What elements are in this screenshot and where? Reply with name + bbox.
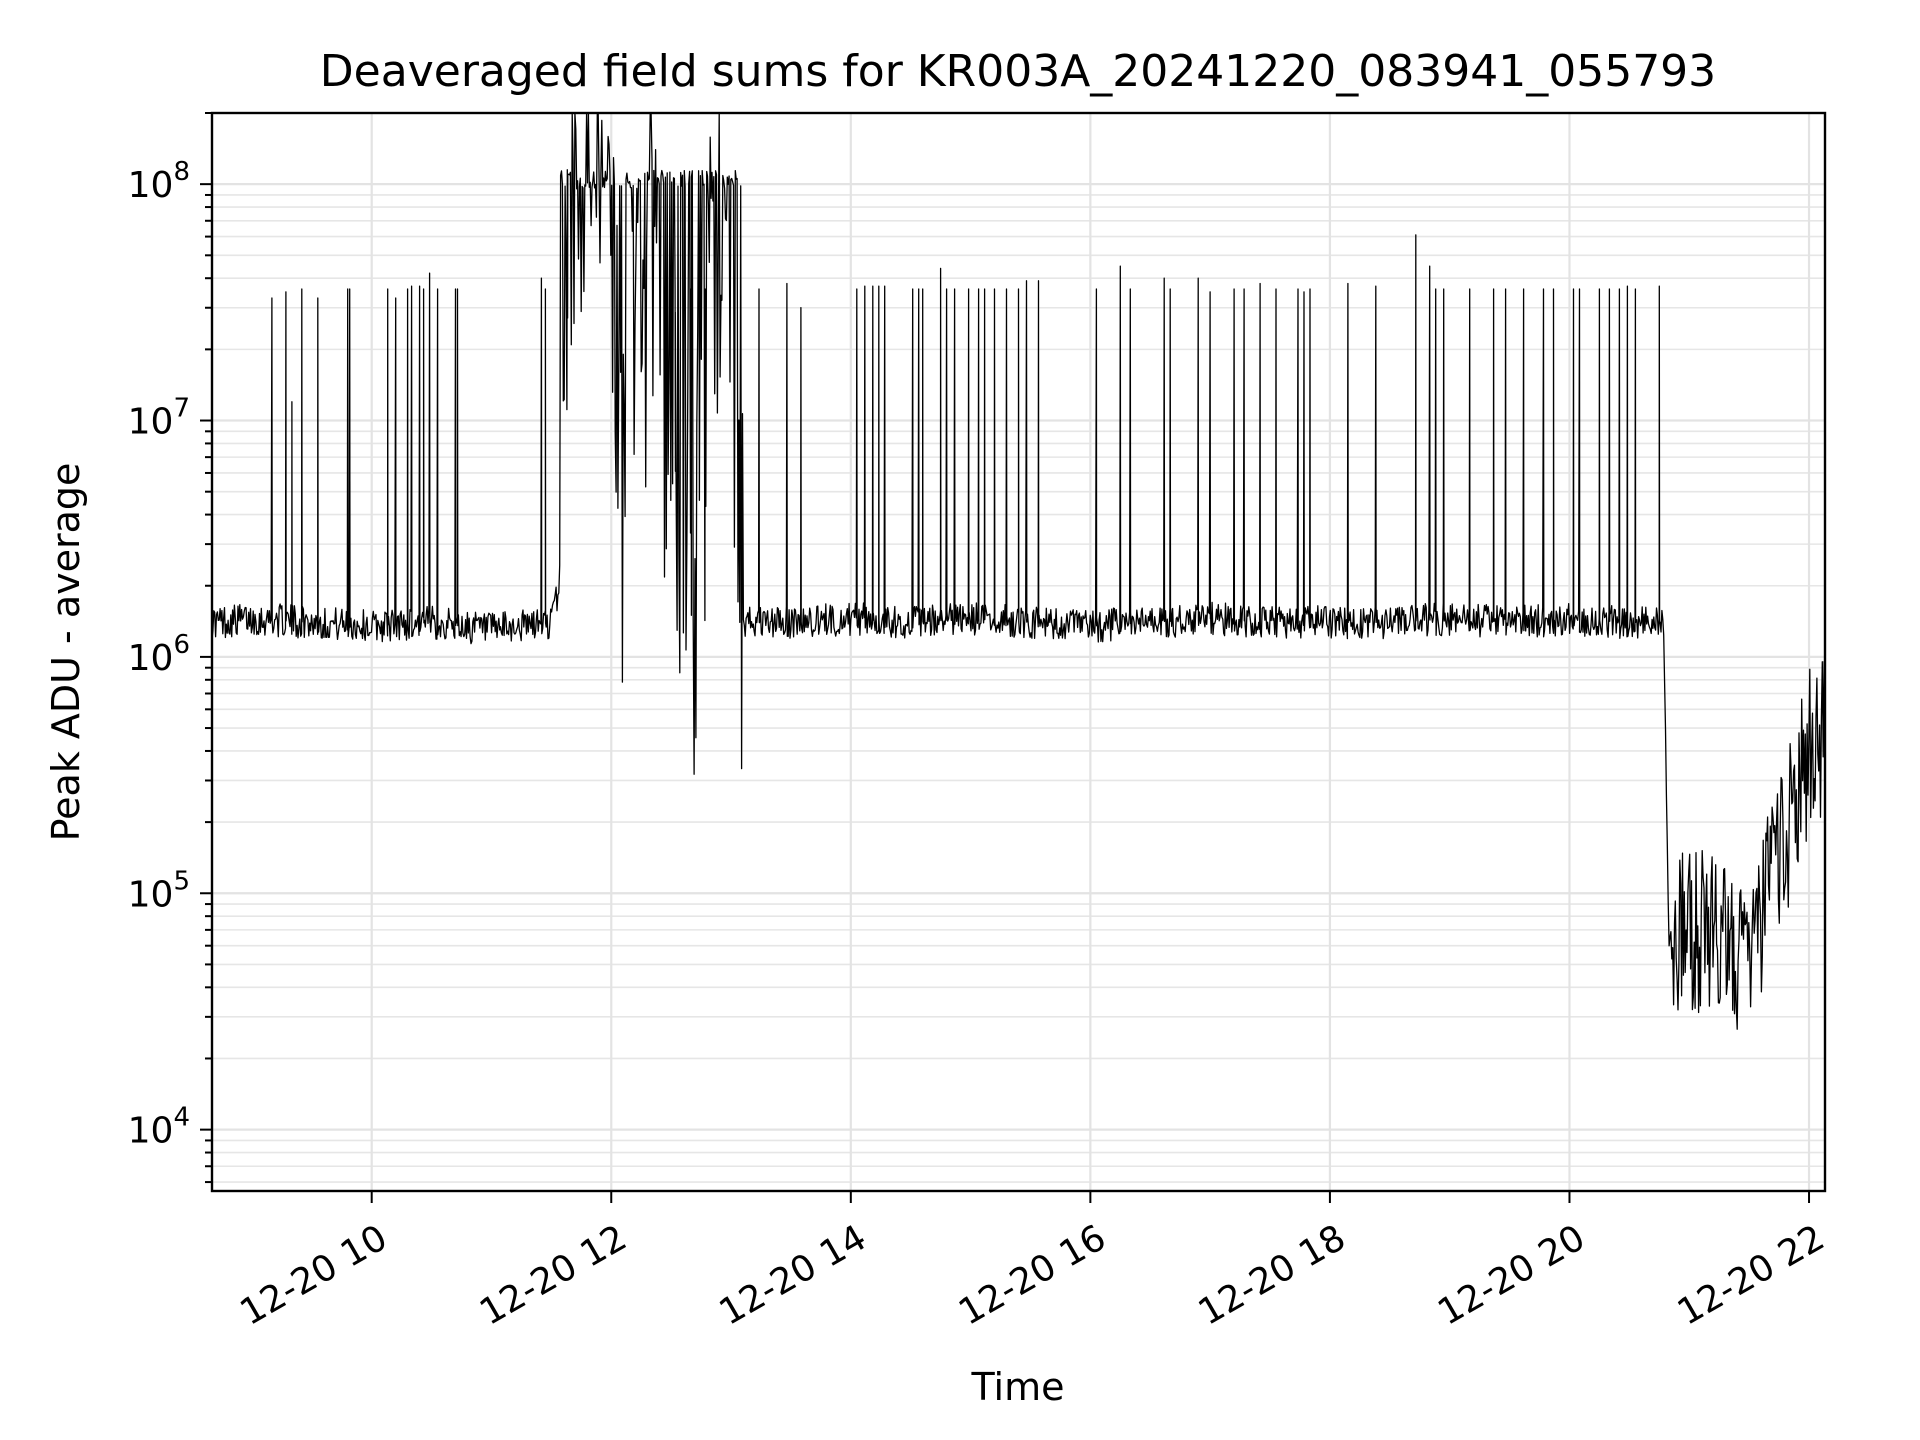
x-tick-label: 12-20 14 [713,1217,874,1333]
grid [212,112,1825,1191]
x-axis: 12-20 10 12-20 12 12-20 14 12-20 16 12-20 18… [234,1191,1832,1334]
chart-title: Deaveraged field sums for KR003A_2024122… [320,46,1716,97]
y-tick-label: 104 [128,1103,190,1152]
x-tick-label: 12-20 20 [1431,1217,1592,1333]
x-tick-label: 12-20 16 [952,1217,1113,1333]
x-tick-label: 12-20 18 [1192,1217,1353,1333]
y-axis-label: Peak ADU - average [44,463,88,842]
series-line [211,112,1826,1030]
x-tick-label: 12-20 22 [1671,1217,1832,1333]
y-tick-label: 107 [128,394,190,443]
y-tick-label: 105 [128,866,190,915]
y-tick-label: 108 [128,157,190,206]
y-axis: 104 105 106 107 108 [128,112,212,1184]
x-axis-label: Time [971,1365,1065,1409]
series-layer [211,112,1826,1030]
plot-frame [210,111,1827,1193]
x-tick-label: 12-20 10 [234,1217,395,1333]
y-tick-label: 106 [128,630,190,679]
x-tick-label: 12-20 12 [473,1217,634,1333]
